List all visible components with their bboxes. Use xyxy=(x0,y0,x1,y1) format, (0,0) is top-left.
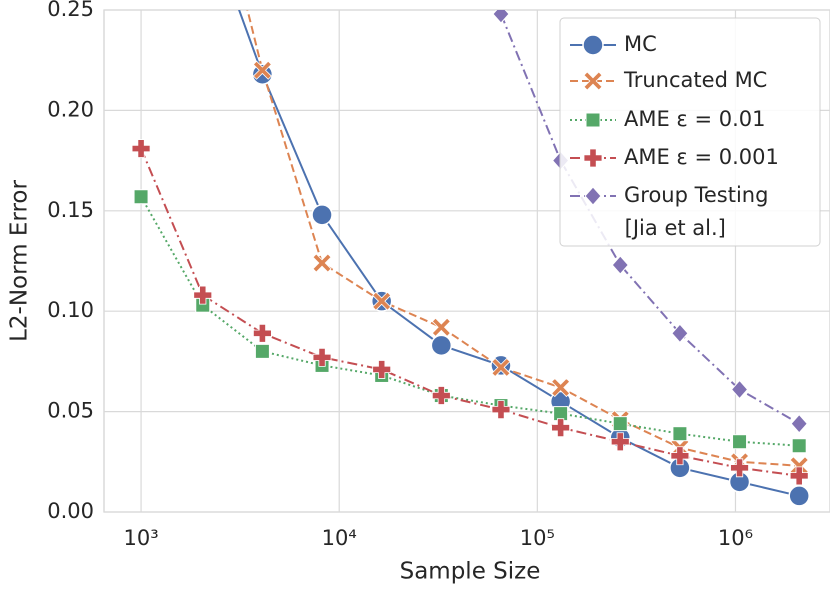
marker xyxy=(193,285,213,305)
marker xyxy=(254,343,270,359)
x-tick-label: 10⁶ xyxy=(718,526,753,550)
marker xyxy=(585,112,601,128)
marker xyxy=(491,400,511,419)
y-tick-label: 0.15 xyxy=(47,198,94,222)
marker xyxy=(732,434,748,450)
legend-label: AME ε = 0.001 xyxy=(624,145,779,169)
marker xyxy=(789,456,809,476)
marker xyxy=(133,189,149,205)
legend-label: Truncated MC xyxy=(623,68,767,92)
legend-label: Group Testing [Jia et al.] xyxy=(618,183,768,240)
marker xyxy=(131,139,151,158)
marker xyxy=(788,485,810,507)
marker xyxy=(671,323,689,344)
series-line xyxy=(246,10,800,467)
marker xyxy=(730,458,749,478)
x-tick-label: 10³ xyxy=(123,526,158,550)
marker xyxy=(431,317,451,337)
marker xyxy=(789,466,809,486)
marker xyxy=(611,255,629,275)
marker xyxy=(610,432,630,452)
y-tick-label: 0.10 xyxy=(47,298,94,322)
y-tick-label: 0.20 xyxy=(47,97,94,121)
x-axis-label: Sample Size xyxy=(400,559,541,585)
marker xyxy=(312,253,332,273)
marker xyxy=(430,334,453,357)
marker xyxy=(551,418,571,438)
marker xyxy=(672,426,688,442)
marker xyxy=(582,34,604,56)
marker xyxy=(791,438,807,454)
series-line xyxy=(500,13,800,425)
y-tick-label: 0.05 xyxy=(47,399,94,423)
y-tick-label: 0.25 xyxy=(47,0,94,21)
marker xyxy=(372,360,392,379)
marker xyxy=(251,63,274,86)
series-line xyxy=(140,196,800,447)
marker xyxy=(311,204,333,226)
marker xyxy=(431,386,451,405)
marker xyxy=(583,148,603,168)
y-axis-label: L2-Norm Error xyxy=(7,180,33,342)
x-tick-label: 10⁵ xyxy=(520,526,555,550)
y-tick-label: 0.00 xyxy=(47,499,94,523)
plot-layer xyxy=(131,10,810,507)
marker xyxy=(612,416,628,432)
marker xyxy=(551,377,571,398)
marker xyxy=(790,413,808,434)
legend-label: MC xyxy=(624,32,657,56)
marker xyxy=(670,446,690,466)
marker xyxy=(252,323,272,343)
marker xyxy=(312,347,332,367)
marker xyxy=(252,60,272,80)
marker xyxy=(372,291,392,311)
marker xyxy=(583,71,603,91)
marker xyxy=(584,186,602,206)
legend-box xyxy=(559,17,821,247)
legend-label: AME ε = 0.01 xyxy=(624,107,765,131)
marker xyxy=(730,379,749,400)
x-tick-label: 10⁴ xyxy=(322,526,357,550)
marker xyxy=(491,357,511,377)
marker xyxy=(492,10,510,24)
